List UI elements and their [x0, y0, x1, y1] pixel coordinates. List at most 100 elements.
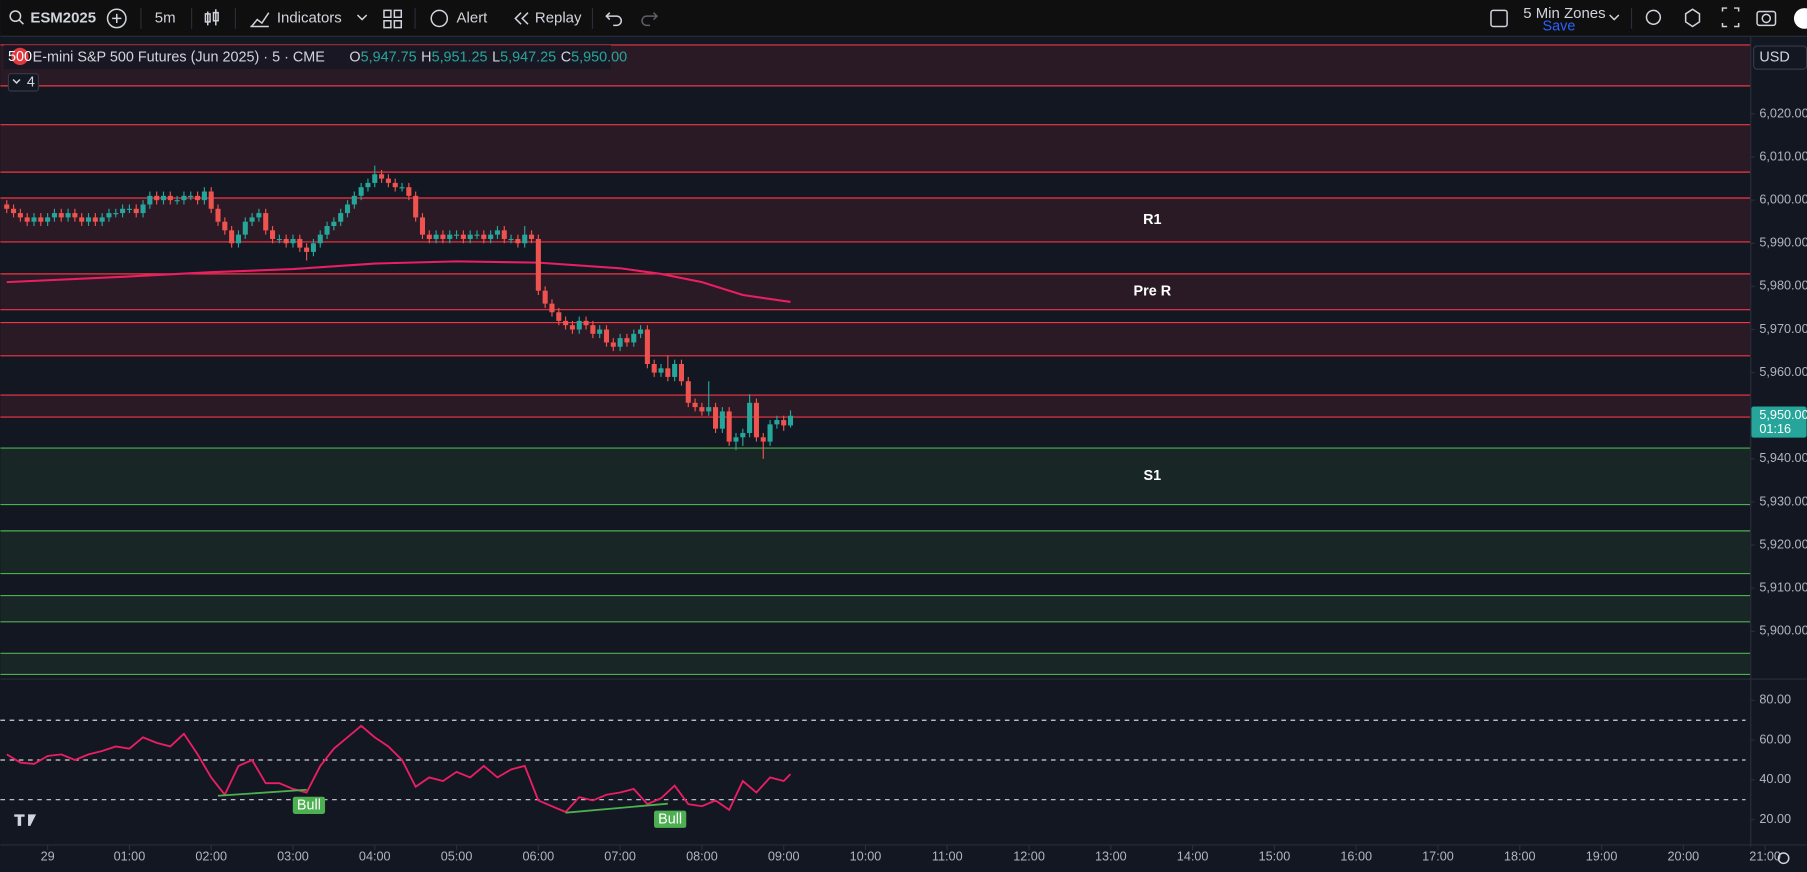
candle-body — [365, 182, 371, 188]
candle-body — [399, 187, 405, 189]
indicators-icon — [250, 12, 270, 28]
chart-type[interactable] — [204, 9, 219, 26]
legend: 500 E-mini S&P 500 Futures (Jun 2025) · … — [3, 44, 627, 92]
layout-name[interactable]: 5 Min Zones — [1523, 5, 1605, 22]
candle-body — [481, 234, 487, 239]
candle-body — [638, 329, 644, 334]
quick-search[interactable] — [1645, 9, 1662, 25]
alert-button[interactable]: Alert — [457, 9, 489, 26]
y-tick-label: 6,020.00 — [1759, 106, 1807, 120]
undo[interactable] — [605, 12, 622, 27]
rsi-tick-label: 80.00 — [1759, 693, 1791, 707]
candle-body — [556, 312, 562, 321]
settings[interactable] — [1684, 8, 1701, 28]
redo[interactable] — [641, 12, 659, 27]
ohlc-key: H — [421, 49, 431, 65]
profile[interactable] — [1793, 8, 1807, 29]
y-tick-label: 5,920.00 — [1759, 537, 1807, 551]
fullscreen[interactable] — [1721, 7, 1740, 28]
ohlc-key: C — [561, 49, 571, 65]
candle-body — [358, 187, 364, 196]
y-tick-label: 5,970.00 — [1759, 322, 1807, 336]
add-symbol[interactable] — [106, 8, 127, 29]
divergence-label: Bull — [658, 812, 682, 828]
candle-body — [11, 208, 17, 214]
axis-settings[interactable] — [1777, 852, 1790, 865]
candle-body — [583, 320, 589, 326]
candle-body — [222, 221, 228, 231]
candle-body — [290, 238, 296, 244]
candle-body — [379, 174, 385, 179]
candle-body — [706, 407, 712, 412]
symbol[interactable]: ESM2025 — [30, 9, 96, 26]
candle-body — [774, 420, 780, 425]
y-tick-label: 5,990.00 — [1759, 236, 1807, 250]
currency[interactable]: USD — [1759, 49, 1789, 65]
candle-body — [195, 195, 201, 201]
snapshot[interactable] — [1756, 10, 1777, 27]
candle-body — [174, 200, 180, 202]
x-tick-label: 21:00 — [1749, 849, 1781, 863]
candle-body — [501, 230, 507, 239]
x-tick-label: 02:00 — [195, 849, 227, 863]
candle-body — [106, 213, 112, 218]
y-tick-label: 5,900.00 — [1759, 624, 1807, 638]
candle-body — [440, 234, 446, 239]
search-icon[interactable] — [9, 10, 22, 23]
candle-body — [85, 217, 92, 222]
zone — [0, 273, 1751, 310]
candle-body — [760, 437, 766, 442]
legend-bg — [3, 44, 611, 70]
dropdown[interactable] — [356, 14, 368, 21]
ohlc-value: 5,951.25 — [432, 49, 488, 65]
candle-body — [590, 325, 596, 334]
candle-body — [665, 368, 671, 377]
candle-body — [713, 407, 719, 429]
candle-body — [92, 217, 98, 222]
candle-body — [413, 195, 419, 218]
candle-body — [160, 195, 167, 201]
candle-body — [508, 238, 514, 241]
candle-body — [38, 217, 44, 222]
candle-body — [672, 363, 678, 377]
candle-body — [229, 230, 235, 244]
y-tick-label: 5,910.00 — [1759, 581, 1807, 595]
add-symbol — [112, 13, 122, 24]
candle-body — [263, 213, 269, 231]
candle-body — [624, 338, 630, 343]
x-tick-label: 18:00 — [1504, 849, 1536, 863]
candle-body — [528, 234, 535, 239]
candle-body — [147, 195, 153, 205]
layout-checkbox[interactable] — [1490, 9, 1508, 28]
candle-body — [719, 411, 725, 429]
candle-body — [242, 221, 248, 235]
y-tick-label: 5,930.00 — [1759, 494, 1807, 508]
candle-body — [787, 415, 794, 426]
rsi-tick-label: 20.00 — [1759, 812, 1791, 826]
interval[interactable]: 5m — [155, 9, 176, 26]
candle-body — [283, 238, 289, 244]
candle-body — [31, 217, 37, 222]
candle-body — [563, 320, 569, 326]
collapse-button[interactable] — [7, 73, 39, 92]
candle-body — [324, 226, 330, 235]
candle-body — [685, 381, 691, 403]
x-tick-label: 08:00 — [686, 849, 718, 863]
indicators-button[interactable]: Indicators — [277, 9, 342, 26]
dropdown[interactable] — [1609, 14, 1620, 21]
x-tick-label: 12:00 — [1013, 849, 1045, 863]
candle-body — [79, 217, 85, 222]
chart: R1 Pre R S1 5,900.00 5,910.00 5,920.00 5,930.0… — [0, 44, 1807, 863]
candle-body — [45, 217, 51, 222]
candle-body — [726, 411, 732, 442]
candle-body — [215, 208, 221, 222]
candle-body — [126, 208, 132, 210]
last-price: 5,950.00 — [1759, 408, 1807, 422]
replay-button[interactable]: Replay — [535, 9, 582, 26]
candle-body — [542, 290, 548, 304]
candle-body — [372, 174, 378, 183]
candle-body — [58, 213, 64, 218]
x-tick-label: 20:00 — [1668, 849, 1700, 863]
layouts[interactable] — [383, 9, 403, 29]
candle-body — [154, 195, 160, 201]
